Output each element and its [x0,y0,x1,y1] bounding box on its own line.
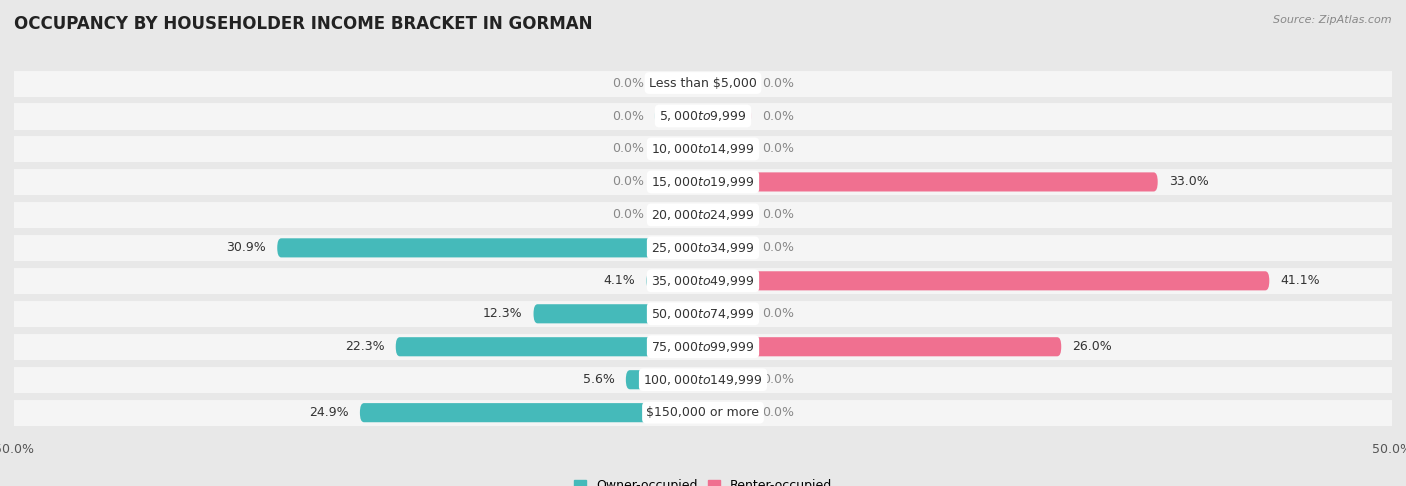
Bar [14,234,1392,261]
FancyBboxPatch shape [703,403,751,422]
FancyBboxPatch shape [703,73,751,93]
Text: 0.0%: 0.0% [762,142,794,156]
Text: 22.3%: 22.3% [344,340,385,353]
Text: $25,000 to $34,999: $25,000 to $34,999 [651,241,755,255]
Text: 30.9%: 30.9% [226,242,266,254]
Text: $100,000 to $149,999: $100,000 to $149,999 [644,373,762,387]
Text: 0.0%: 0.0% [762,406,794,419]
Text: 26.0%: 26.0% [1073,340,1112,353]
Text: 41.1%: 41.1% [1281,274,1320,287]
Text: 0.0%: 0.0% [612,109,644,122]
FancyBboxPatch shape [647,271,703,290]
Text: OCCUPANCY BY HOUSEHOLDER INCOME BRACKET IN GORMAN: OCCUPANCY BY HOUSEHOLDER INCOME BRACKET … [14,15,592,33]
Text: $50,000 to $74,999: $50,000 to $74,999 [651,307,755,321]
Bar [14,300,1392,327]
Text: 0.0%: 0.0% [762,307,794,320]
Text: 12.3%: 12.3% [482,307,523,320]
Bar [14,136,1392,162]
FancyBboxPatch shape [277,238,703,258]
Text: $20,000 to $24,999: $20,000 to $24,999 [651,208,755,222]
Bar [14,366,1392,393]
Text: $35,000 to $49,999: $35,000 to $49,999 [651,274,755,288]
Text: 0.0%: 0.0% [762,109,794,122]
Text: 0.0%: 0.0% [762,76,794,89]
Text: 24.9%: 24.9% [309,406,349,419]
FancyBboxPatch shape [655,206,703,225]
FancyBboxPatch shape [703,238,751,258]
FancyBboxPatch shape [703,370,751,389]
Text: $10,000 to $14,999: $10,000 to $14,999 [651,142,755,156]
Bar [14,103,1392,130]
FancyBboxPatch shape [533,304,703,323]
Text: 33.0%: 33.0% [1168,175,1209,189]
FancyBboxPatch shape [703,271,1270,290]
Text: 0.0%: 0.0% [612,76,644,89]
FancyBboxPatch shape [703,304,751,323]
Text: $150,000 or more: $150,000 or more [647,406,759,419]
Bar [14,201,1392,228]
Bar [14,399,1392,426]
Legend: Owner-occupied, Renter-occupied: Owner-occupied, Renter-occupied [574,479,832,486]
Text: $15,000 to $19,999: $15,000 to $19,999 [651,175,755,189]
Text: 5.6%: 5.6% [583,373,614,386]
Text: $75,000 to $99,999: $75,000 to $99,999 [651,340,755,354]
Text: 0.0%: 0.0% [762,373,794,386]
FancyBboxPatch shape [703,337,1062,356]
Bar [14,169,1392,195]
Bar [14,267,1392,295]
FancyBboxPatch shape [395,337,703,356]
Text: 0.0%: 0.0% [612,208,644,222]
FancyBboxPatch shape [655,139,703,158]
Text: 0.0%: 0.0% [762,242,794,254]
FancyBboxPatch shape [360,403,703,422]
Text: Less than $5,000: Less than $5,000 [650,76,756,89]
Text: 0.0%: 0.0% [762,208,794,222]
FancyBboxPatch shape [703,206,751,225]
Text: 0.0%: 0.0% [612,175,644,189]
FancyBboxPatch shape [703,106,751,125]
Text: Source: ZipAtlas.com: Source: ZipAtlas.com [1274,15,1392,25]
Bar [14,333,1392,360]
FancyBboxPatch shape [655,106,703,125]
FancyBboxPatch shape [703,173,1157,191]
FancyBboxPatch shape [626,370,703,389]
Text: $5,000 to $9,999: $5,000 to $9,999 [659,109,747,123]
Text: 0.0%: 0.0% [612,142,644,156]
FancyBboxPatch shape [655,73,703,93]
FancyBboxPatch shape [655,173,703,191]
FancyBboxPatch shape [703,139,751,158]
Text: 4.1%: 4.1% [603,274,636,287]
Bar [14,69,1392,97]
